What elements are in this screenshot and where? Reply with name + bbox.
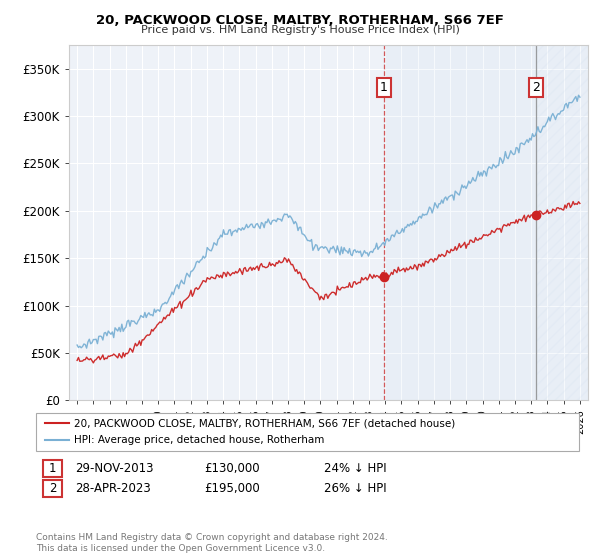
Text: £195,000: £195,000 [204, 482, 260, 495]
Text: 20, PACKWOOD CLOSE, MALTBY, ROTHERHAM, S66 7EF: 20, PACKWOOD CLOSE, MALTBY, ROTHERHAM, S… [96, 14, 504, 27]
Text: 24% ↓ HPI: 24% ↓ HPI [324, 462, 386, 475]
Text: 26% ↓ HPI: 26% ↓ HPI [324, 482, 386, 495]
Bar [536, 45, 588, 400]
Text: Price paid vs. HM Land Registry's House Price Index (HPI): Price paid vs. HM Land Registry's House … [140, 25, 460, 35]
Text: 29-NOV-2013: 29-NOV-2013 [75, 462, 154, 475]
Bar [383, 45, 536, 400]
Text: £130,000: £130,000 [204, 462, 260, 475]
Text: Contains HM Land Registry data © Crown copyright and database right 2024.
This d: Contains HM Land Registry data © Crown c… [36, 533, 388, 553]
Text: 28-APR-2023: 28-APR-2023 [75, 482, 151, 495]
Text: 2: 2 [532, 81, 540, 94]
Text: HPI: Average price, detached house, Rotherham: HPI: Average price, detached house, Roth… [74, 435, 324, 445]
Text: 1: 1 [49, 462, 56, 475]
Text: 2: 2 [49, 482, 56, 495]
Text: 20, PACKWOOD CLOSE, MALTBY, ROTHERHAM, S66 7EF (detached house): 20, PACKWOOD CLOSE, MALTBY, ROTHERHAM, S… [74, 418, 455, 428]
Text: 1: 1 [380, 81, 388, 94]
